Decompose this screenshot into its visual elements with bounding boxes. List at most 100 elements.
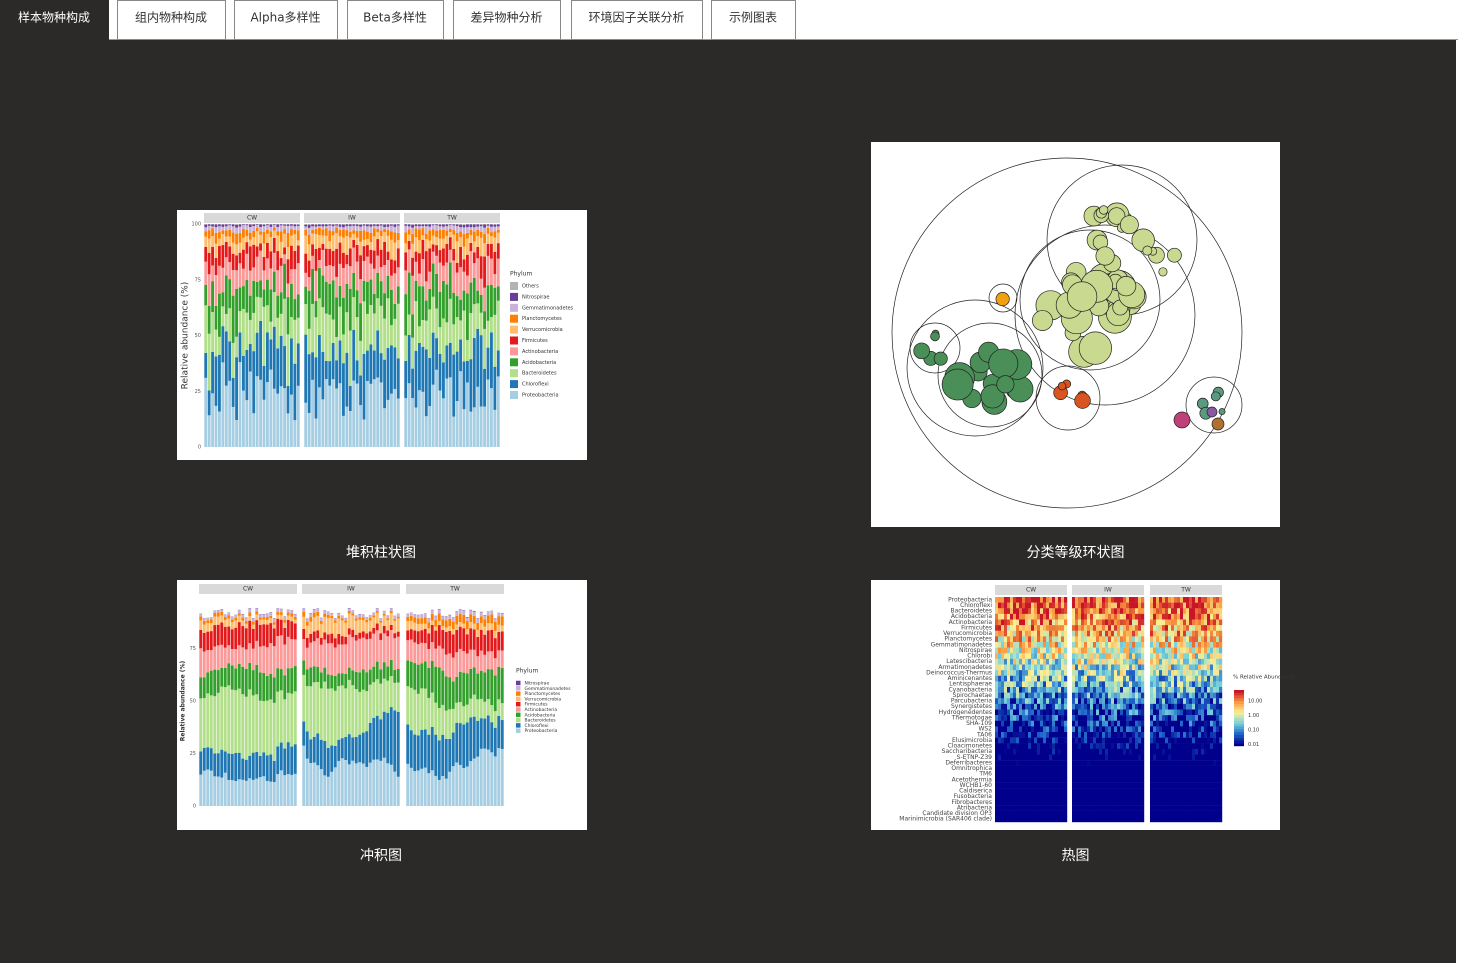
heat-cell (1129, 675, 1133, 682)
bar-segment (312, 609, 316, 613)
bar-segment (366, 224, 369, 227)
heat-cell (1189, 720, 1193, 727)
bar-segment (296, 317, 300, 344)
heat-cell (1123, 630, 1127, 637)
heat-cell (1058, 664, 1062, 671)
heat-cell (1207, 810, 1211, 817)
bar-segment (241, 666, 245, 695)
bar-segment (444, 620, 448, 628)
bar-segment (420, 663, 424, 689)
bar-segment (324, 313, 328, 361)
heat-cell (1096, 715, 1100, 721)
bar-segment (248, 616, 252, 621)
bar-segment (248, 295, 252, 320)
heat-cell (1031, 664, 1035, 671)
heat-cell (1025, 799, 1029, 806)
heat-cell (1162, 760, 1166, 766)
heat-cell (1189, 793, 1193, 800)
bar-segment (423, 623, 427, 629)
bar-segment (227, 753, 231, 780)
bar-segment (209, 695, 213, 749)
bar-segment (361, 763, 365, 806)
heat-cell (1058, 647, 1062, 654)
heat-cell (1129, 816, 1133, 823)
tab[interactable]: 样本物种构成 (0, 0, 109, 40)
heat-cell (1064, 692, 1068, 699)
tab[interactable]: 差异物种分析 (453, 0, 561, 40)
bar-segment (269, 612, 273, 616)
heat-cell (1025, 765, 1029, 772)
bar-segment (265, 619, 269, 625)
heat-cell (1105, 664, 1109, 671)
heat-cell (1105, 726, 1109, 733)
heat-cell (1129, 602, 1133, 609)
bar-segment (348, 385, 352, 411)
heat-cell (1195, 619, 1199, 626)
bar-segment (434, 616, 438, 621)
heat-cell (1052, 754, 1056, 761)
heat-cell (1052, 613, 1056, 620)
heat-cell (1138, 771, 1142, 778)
bar-segment (328, 248, 332, 266)
bar-segment (347, 634, 351, 668)
bar-segment (231, 406, 235, 447)
tab[interactable]: 示例图表 (711, 0, 796, 40)
heat-cell (1153, 642, 1157, 648)
bar-segment (345, 224, 349, 227)
bar-segment (276, 614, 280, 619)
heat-cell (1174, 754, 1178, 761)
tab[interactable]: 组内物种构成 (117, 0, 226, 40)
heat-cell (1004, 647, 1008, 654)
heat-cell (1087, 613, 1091, 620)
bar-segment (286, 385, 290, 414)
heat-cell (1120, 619, 1124, 626)
bar-segment (375, 611, 379, 613)
bar-segment (209, 631, 213, 651)
heat-cell (1168, 810, 1172, 817)
bar-segment (409, 615, 413, 621)
heat-cell (1031, 642, 1035, 648)
heat-cell (1180, 613, 1184, 620)
heat-cell (1075, 613, 1079, 620)
bar-segment (476, 629, 480, 637)
tab[interactable]: Beta多样性 (347, 0, 444, 40)
bar-segment (326, 747, 330, 777)
heat-cell (1031, 602, 1035, 609)
bar-segment (448, 342, 452, 378)
heat-cell (1117, 664, 1121, 671)
bar-segment (211, 312, 214, 352)
row-label: Deinococcus-Thermus (926, 669, 992, 676)
heat-cell (1049, 597, 1053, 603)
heat-cell (1102, 625, 1106, 631)
heat-cell (1075, 636, 1079, 643)
heat-cell (1034, 687, 1038, 693)
heat-cell (1004, 625, 1008, 631)
bar-segment (293, 639, 297, 667)
heat-cell (1150, 754, 1154, 761)
heat-cell (1007, 805, 1011, 811)
heat-cell (1096, 732, 1100, 738)
heat-cell (1040, 675, 1044, 682)
bar-segment (214, 356, 218, 406)
bar-segment (427, 618, 431, 623)
heat-cell (1174, 602, 1178, 609)
heat-cell (1126, 675, 1130, 682)
heat-cell (1117, 658, 1121, 665)
heat-cell (1028, 664, 1032, 671)
heat-cell (1043, 653, 1047, 660)
bar-segment (390, 393, 393, 447)
heat-cell (1043, 777, 1047, 783)
tab[interactable]: Alpha多样性 (234, 0, 338, 40)
heat-cell (1207, 793, 1211, 800)
bar-segment (252, 413, 256, 447)
heat-cell (1174, 625, 1178, 631)
heat-cell (1025, 630, 1029, 637)
heat-cell (995, 782, 999, 789)
heat-cell (1186, 748, 1190, 755)
tab[interactable]: 环境因子关联分析 (571, 0, 703, 40)
heat-cell (1004, 726, 1008, 733)
heat-cell (1198, 720, 1202, 727)
bar-segment (383, 229, 386, 233)
heat-cell (1034, 681, 1038, 688)
heat-cell (1064, 698, 1068, 705)
